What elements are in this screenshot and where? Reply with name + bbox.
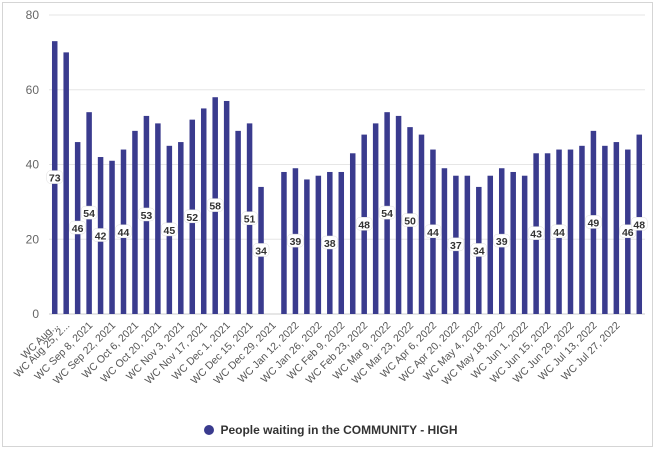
data-label: 38 [324, 238, 336, 250]
bar[interactable] [567, 149, 574, 314]
data-label: 42 [95, 231, 107, 243]
y-tick-label: 20 [26, 232, 40, 246]
data-label-box [447, 237, 465, 252]
data-label: 45 [164, 225, 176, 237]
data-label: 34 [255, 245, 267, 257]
bar[interactable] [304, 179, 310, 314]
y-tick-label: 80 [26, 8, 40, 22]
bar[interactable] [200, 108, 207, 314]
bar[interactable] [487, 175, 494, 314]
data-label: 46 [72, 223, 84, 235]
data-label-box [631, 217, 648, 231]
data-label: 37 [450, 240, 462, 252]
bar[interactable] [602, 145, 608, 314]
bar[interactable] [223, 100, 230, 315]
data-label-box [424, 224, 442, 239]
data-label-box [585, 215, 602, 229]
data-label-box [321, 235, 339, 250]
y-tick-label: 60 [26, 83, 40, 97]
data-label-box [378, 205, 396, 220]
data-label-box [80, 205, 98, 220]
data-label-box [355, 217, 373, 231]
data-label: 44 [553, 227, 565, 239]
data-label-box [92, 228, 109, 242]
bar[interactable] [155, 123, 161, 314]
bar[interactable] [132, 130, 138, 314]
bar[interactable] [372, 123, 379, 314]
data-label-box [46, 170, 63, 184]
data-label: 51 [244, 214, 256, 226]
bar[interactable] [464, 175, 471, 314]
bar[interactable] [521, 175, 528, 314]
data-label-box [206, 198, 224, 212]
bar[interactable] [315, 175, 322, 314]
legend-marker [204, 425, 215, 435]
bar[interactable] [349, 153, 356, 314]
data-label: 48 [358, 219, 370, 231]
data-label: 48 [633, 219, 645, 231]
data-label: 50 [404, 216, 416, 228]
data-label: 54 [381, 208, 393, 220]
data-label-box [550, 224, 568, 239]
bar[interactable] [63, 52, 69, 314]
y-tick-label: 40 [26, 158, 40, 172]
data-label: 34 [473, 245, 485, 257]
data-label: 43 [530, 229, 542, 241]
legend[interactable]: People waiting in the COMMUNITY - HIGH [3, 423, 656, 437]
data-label: 53 [141, 210, 153, 222]
bar[interactable] [338, 171, 345, 314]
data-label: 58 [209, 201, 221, 213]
data-label-box [161, 222, 178, 237]
data-label-box [252, 243, 270, 257]
bar[interactable] [613, 142, 620, 314]
y-tick-label: 0 [32, 307, 39, 321]
data-label-box [241, 211, 258, 225]
data-label: 44 [118, 227, 130, 239]
bar[interactable] [510, 171, 516, 314]
data-label: 52 [186, 212, 198, 224]
bar[interactable] [281, 171, 287, 314]
data-label: 44 [427, 227, 439, 239]
data-label: 46 [622, 227, 634, 239]
bar[interactable] [109, 160, 115, 314]
data-label-box [115, 224, 132, 239]
bar[interactable] [418, 134, 425, 314]
data-label-box [138, 207, 155, 222]
data-label: 49 [588, 217, 600, 229]
data-label-box [470, 243, 488, 257]
data-label: 39 [496, 236, 508, 248]
data-label: 39 [290, 236, 302, 248]
bar[interactable] [579, 145, 585, 314]
data-label-box [69, 220, 86, 235]
data-label-box [184, 209, 201, 224]
data-label-box [527, 226, 545, 240]
data-label-box [401, 213, 419, 227]
data-label-box [493, 233, 510, 248]
bar[interactable] [178, 142, 184, 314]
bar[interactable] [395, 115, 402, 314]
bar[interactable] [441, 168, 448, 314]
bar[interactable] [544, 153, 551, 314]
data-label: 54 [83, 208, 95, 220]
data-label: 73 [49, 173, 61, 185]
bar[interactable] [235, 130, 241, 314]
legend-label: People waiting in the COMMUNITY - HIGH [220, 423, 458, 437]
data-label-box [287, 233, 304, 248]
